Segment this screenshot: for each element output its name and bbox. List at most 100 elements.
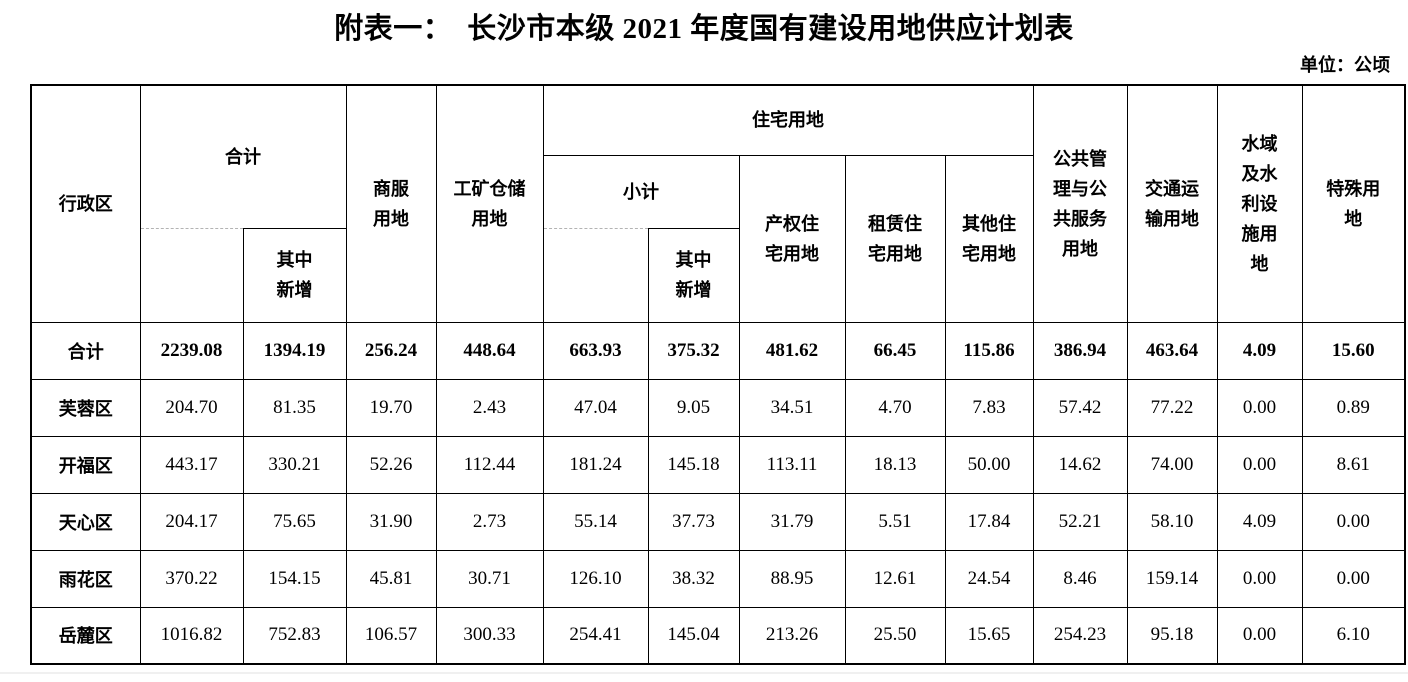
row-label: 芙蓉区 (30, 378, 141, 437)
land-supply-table: 行政区 合计 商服 用地 工矿仓储 用地 住宅用地 公共管 理与公 共服务 用地… (30, 84, 1407, 665)
header-total-new: 其中 新增 (242, 227, 347, 323)
data-cell: 4.09 (1216, 492, 1303, 551)
header-water: 水域 及水 利设 施用 地 (1216, 84, 1303, 323)
data-cell: 330.21 (242, 435, 347, 494)
data-cell: 2.43 (435, 378, 544, 437)
data-cell: 18.13 (844, 435, 946, 494)
data-cell: 30.71 (435, 549, 544, 608)
data-cell: 17.84 (944, 492, 1034, 551)
data-cell: 12.61 (844, 549, 946, 608)
unit-note: 单位：公顷 (1300, 55, 1390, 75)
header-special: 特殊用 地 (1301, 84, 1406, 323)
data-cell: 15.65 (944, 606, 1034, 665)
data-cell: 213.26 (738, 606, 846, 665)
header-total: 合计 (139, 84, 347, 228)
data-cell: 74.00 (1126, 435, 1218, 494)
data-cell: 58.10 (1126, 492, 1218, 551)
data-cell: 752.83 (242, 606, 347, 665)
data-cell: 370.22 (139, 549, 244, 608)
row-label: 合计 (30, 321, 141, 380)
data-cell: 0.00 (1216, 606, 1303, 665)
data-cell: 88.95 (738, 549, 846, 608)
data-cell: 1394.19 (242, 321, 347, 380)
table-header: 行政区 合计 商服 用地 工矿仓储 用地 住宅用地 公共管 理与公 共服务 用地… (30, 84, 1406, 323)
subtotal-merged-empty-cell (542, 227, 649, 323)
data-cell: 52.21 (1032, 492, 1128, 551)
data-cell: 254.23 (1032, 606, 1128, 665)
data-cell: 106.57 (345, 606, 437, 665)
data-cell: 52.26 (345, 435, 437, 494)
table-body: 合计 2239.08 1394.19 256.24 448.64 663.93 375.32… (30, 321, 1406, 665)
header-district: 行政区 (30, 84, 141, 323)
data-cell: 4.70 (844, 378, 946, 437)
row-label: 岳麓区 (30, 606, 141, 665)
page-edge-line (0, 672, 1408, 674)
data-cell: 50.00 (944, 435, 1034, 494)
data-cell: 663.93 (542, 321, 649, 380)
row-label: 雨花区 (30, 549, 141, 608)
data-cell: 31.90 (345, 492, 437, 551)
header-commercial: 商服 用地 (345, 84, 437, 323)
data-cell: 4.09 (1216, 321, 1303, 380)
header-property-residential: 产权住 宅用地 (738, 154, 846, 323)
data-cell: 57.42 (1032, 378, 1128, 437)
data-cell: 112.44 (435, 435, 544, 494)
data-cell: 0.89 (1301, 378, 1406, 437)
data-cell: 7.83 (944, 378, 1034, 437)
total-merged-empty-cell (139, 227, 244, 323)
row-label: 开福区 (30, 435, 141, 494)
row-label: 天心区 (30, 492, 141, 551)
data-cell: 0.00 (1216, 549, 1303, 608)
data-cell: 37.73 (647, 492, 740, 551)
data-cell: 66.45 (844, 321, 946, 380)
header-industrial: 工矿仓储 用地 (435, 84, 544, 323)
data-cell: 204.17 (139, 492, 244, 551)
data-cell: 0.00 (1301, 492, 1406, 551)
data-cell: 8.46 (1032, 549, 1128, 608)
table-row: 岳麓区 1016.82 752.83 106.57 300.33 254.41 145.04… (30, 606, 1406, 665)
header-row-1: 行政区 合计 商服 用地 工矿仓储 用地 住宅用地 公共管 理与公 共服务 用地… (30, 84, 1406, 323)
data-cell: 9.05 (647, 378, 740, 437)
data-cell: 24.54 (944, 549, 1034, 608)
data-cell: 115.86 (944, 321, 1034, 380)
header-row-2: 小计 产权住 宅用地 租赁住 宅用地 其他住 宅用地 (31, 154, 1405, 323)
header-public-service: 公共管 理与公 共服务 用地 (1032, 84, 1128, 323)
data-cell: 375.32 (647, 321, 740, 380)
data-cell: 254.41 (542, 606, 649, 665)
data-cell: 204.70 (139, 378, 244, 437)
table-row: 芙蓉区 204.70 81.35 19.70 2.43 47.04 9.05 34.51 4.7… (30, 378, 1406, 437)
data-cell: 145.04 (647, 606, 740, 665)
data-cell: 0.00 (1301, 549, 1406, 608)
data-cell: 0.00 (1216, 435, 1303, 494)
data-cell: 386.94 (1032, 321, 1128, 380)
data-cell: 2.73 (435, 492, 544, 551)
table-row: 合计 2239.08 1394.19 256.24 448.64 663.93 375.32… (30, 321, 1406, 380)
page-title: 附表一： 长沙市本级 2021 年度国有建设用地供应计划表 (334, 13, 1074, 45)
table-row: 开福区 443.17 330.21 52.26 112.44 181.24 145.18 11… (30, 435, 1406, 494)
data-cell: 0.00 (1216, 378, 1303, 437)
data-cell: 15.60 (1301, 321, 1406, 380)
header-rental-residential: 租赁住 宅用地 (844, 154, 946, 323)
data-cell: 159.14 (1126, 549, 1218, 608)
data-cell: 448.64 (435, 321, 544, 380)
data-cell: 75.65 (242, 492, 347, 551)
data-cell: 77.22 (1126, 378, 1218, 437)
data-cell: 47.04 (542, 378, 649, 437)
data-cell: 113.11 (738, 435, 846, 494)
data-cell: 5.51 (844, 492, 946, 551)
data-cell: 45.81 (345, 549, 437, 608)
data-cell: 463.64 (1126, 321, 1218, 380)
data-cell: 95.18 (1126, 606, 1218, 665)
table-row: 雨花区 370.22 154.15 45.81 30.71 126.10 38.32 88.9… (30, 549, 1406, 608)
data-cell: 55.14 (542, 492, 649, 551)
data-cell: 25.50 (844, 606, 946, 665)
data-cell: 19.70 (345, 378, 437, 437)
data-cell: 14.62 (1032, 435, 1128, 494)
header-residential: 住宅用地 (542, 84, 1034, 156)
data-cell: 145.18 (647, 435, 740, 494)
data-cell: 2239.08 (139, 321, 244, 380)
data-cell: 8.61 (1301, 435, 1406, 494)
data-cell: 481.62 (738, 321, 846, 380)
data-cell: 38.32 (647, 549, 740, 608)
data-cell: 81.35 (242, 378, 347, 437)
